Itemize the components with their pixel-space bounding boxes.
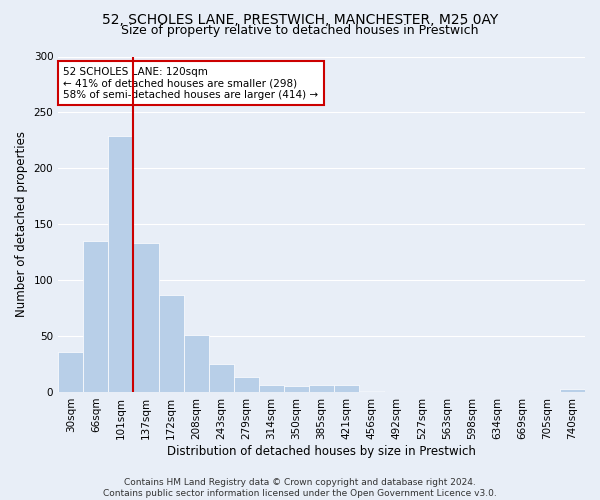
Bar	[234, 378, 259, 392]
Bar	[359, 391, 385, 392]
Bar	[133, 243, 158, 392]
Bar	[284, 386, 309, 392]
Text: 52 SCHOLES LANE: 120sqm
← 41% of detached houses are smaller (298)
58% of semi-d: 52 SCHOLES LANE: 120sqm ← 41% of detache…	[64, 66, 319, 100]
Bar	[58, 352, 83, 392]
Text: Size of property relative to detached houses in Prestwich: Size of property relative to detached ho…	[121, 24, 479, 37]
Bar	[560, 388, 585, 392]
Bar	[209, 364, 234, 392]
Y-axis label: Number of detached properties: Number of detached properties	[15, 131, 28, 317]
Text: 52, SCHOLES LANE, PRESTWICH, MANCHESTER, M25 0AY: 52, SCHOLES LANE, PRESTWICH, MANCHESTER,…	[102, 12, 498, 26]
Bar	[109, 136, 133, 392]
X-axis label: Distribution of detached houses by size in Prestwich: Distribution of detached houses by size …	[167, 444, 476, 458]
Bar	[184, 335, 209, 392]
Bar	[83, 241, 109, 392]
Bar	[334, 385, 359, 392]
Bar	[158, 294, 184, 392]
Bar	[259, 385, 284, 392]
Bar	[309, 385, 334, 392]
Text: Contains HM Land Registry data © Crown copyright and database right 2024.
Contai: Contains HM Land Registry data © Crown c…	[103, 478, 497, 498]
